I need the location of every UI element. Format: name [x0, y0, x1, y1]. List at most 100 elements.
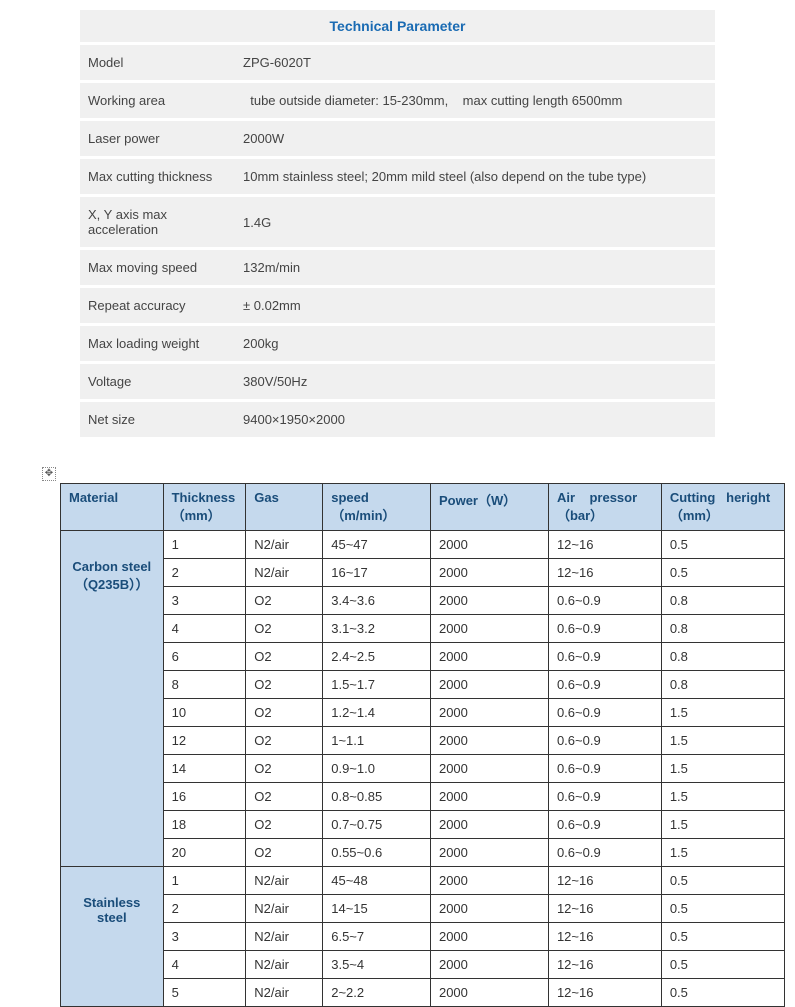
cell-speed: 3.4~3.6 — [323, 587, 431, 615]
spec-label: Max cutting thickness — [80, 159, 235, 194]
material-name: Carbon steel — [69, 559, 155, 574]
spec-label: Laser power — [80, 121, 235, 156]
material-cell: Carbon steel（Q235B）） — [61, 531, 164, 867]
header-thickness-unit: （mm） — [172, 505, 238, 524]
cell-power: 2000 — [430, 671, 548, 699]
cell-power: 2000 — [430, 923, 548, 951]
cell-speed: 3.5~4 — [323, 951, 431, 979]
cell-cut: 0.5 — [661, 531, 784, 559]
cell-power: 2000 — [430, 811, 548, 839]
material-cell: Stainless steel — [61, 867, 164, 1007]
spec-row: Max moving speed132m/min — [80, 250, 715, 285]
table-anchor-icon[interactable]: ✥ — [42, 467, 56, 481]
table-row: 10O21.2~1.420000.6~0.91.5 — [61, 699, 785, 727]
table-row: 14O20.9~1.020000.6~0.91.5 — [61, 755, 785, 783]
cell-speed: 0.55~0.6 — [323, 839, 431, 867]
spec-row: Working area tube outside diameter: 15-2… — [80, 83, 715, 118]
cell-thickness: 16 — [163, 783, 246, 811]
cell-gas: O2 — [246, 727, 323, 755]
spec-label: Voltage — [80, 364, 235, 399]
cell-air: 0.6~0.9 — [548, 615, 661, 643]
cutting-header-row: Material Thickness （mm） Gas speed （m/min… — [61, 484, 785, 531]
table-row: 3O23.4~3.620000.6~0.90.8 — [61, 587, 785, 615]
cell-cut: 0.5 — [661, 951, 784, 979]
cell-cut: 0.8 — [661, 671, 784, 699]
table-row: 6O22.4~2.520000.6~0.90.8 — [61, 643, 785, 671]
header-material: Material — [61, 484, 164, 531]
cell-speed: 16~17 — [323, 559, 431, 587]
table-row: 12O21~1.120000.6~0.91.5 — [61, 727, 785, 755]
cell-air: 12~16 — [548, 559, 661, 587]
table-row: 5N2/air2~2.2200012~160.5 — [61, 979, 785, 1007]
cell-power: 2000 — [430, 559, 548, 587]
spec-value: 380V/50Hz — [235, 364, 715, 399]
cell-power: 2000 — [430, 895, 548, 923]
cell-air: 0.6~0.9 — [548, 699, 661, 727]
cell-air: 12~16 — [548, 531, 661, 559]
header-thickness-label: Thickness — [172, 490, 236, 505]
spec-row: Max cutting thickness10mm stainless stee… — [80, 159, 715, 194]
cell-thickness: 4 — [163, 951, 246, 979]
cell-air: 0.6~0.9 — [548, 783, 661, 811]
spec-label: Net size — [80, 402, 235, 437]
cell-thickness: 6 — [163, 643, 246, 671]
cutting-table: Material Thickness （mm） Gas speed （m/min… — [60, 483, 785, 1007]
cell-thickness: 18 — [163, 811, 246, 839]
cell-speed: 14~15 — [323, 895, 431, 923]
cell-thickness: 3 — [163, 587, 246, 615]
cell-cut: 1.5 — [661, 699, 784, 727]
cell-power: 2000 — [430, 643, 548, 671]
cell-power: 2000 — [430, 699, 548, 727]
cell-power: 2000 — [430, 867, 548, 895]
header-cutheight-label: Cutting heright — [670, 490, 770, 505]
spec-title-row: Technical Parameter — [80, 10, 715, 42]
spec-table: Technical Parameter ModelZPG-6020TWorkin… — [80, 10, 715, 437]
cell-speed: 2~2.2 — [323, 979, 431, 1007]
cell-gas: N2/air — [246, 531, 323, 559]
cell-gas: O2 — [246, 839, 323, 867]
spec-label: Max loading weight — [80, 326, 235, 361]
cell-air: 0.6~0.9 — [548, 811, 661, 839]
cell-gas: O2 — [246, 699, 323, 727]
cell-gas: O2 — [246, 755, 323, 783]
cell-cut: 0.5 — [661, 895, 784, 923]
spec-value: 1.4G — [235, 197, 715, 247]
table-row: 4O23.1~3.220000.6~0.90.8 — [61, 615, 785, 643]
cell-speed: 6.5~7 — [323, 923, 431, 951]
table-row: Carbon steel（Q235B））1N2/air45~47200012~1… — [61, 531, 785, 559]
cell-power: 2000 — [430, 531, 548, 559]
table-row: 20O20.55~0.620000.6~0.91.5 — [61, 839, 785, 867]
cell-gas: N2/air — [246, 951, 323, 979]
spec-row: Repeat accuracy± 0.02mm — [80, 288, 715, 323]
cell-power: 2000 — [430, 979, 548, 1007]
spec-value: ± 0.02mm — [235, 288, 715, 323]
table-row: 18O20.7~0.7520000.6~0.91.5 — [61, 811, 785, 839]
table-row: 8O21.5~1.720000.6~0.90.8 — [61, 671, 785, 699]
cell-speed: 3.1~3.2 — [323, 615, 431, 643]
cell-thickness: 20 — [163, 839, 246, 867]
spec-label: Repeat accuracy — [80, 288, 235, 323]
cell-speed: 0.9~1.0 — [323, 755, 431, 783]
cell-power: 2000 — [430, 727, 548, 755]
cell-air: 12~16 — [548, 867, 661, 895]
cell-cut: 1.5 — [661, 839, 784, 867]
header-thickness: Thickness （mm） — [163, 484, 246, 531]
cell-gas: O2 — [246, 643, 323, 671]
spec-label: Model — [80, 45, 235, 80]
cell-gas: O2 — [246, 811, 323, 839]
header-air-label: Air pressor — [557, 490, 637, 505]
cell-speed: 0.7~0.75 — [323, 811, 431, 839]
header-air-unit: （bar） — [557, 505, 653, 524]
spec-row: ModelZPG-6020T — [80, 45, 715, 80]
spec-label: Max moving speed — [80, 250, 235, 285]
cell-speed: 2.4~2.5 — [323, 643, 431, 671]
spec-value: 200kg — [235, 326, 715, 361]
cell-gas: O2 — [246, 671, 323, 699]
cell-air: 0.6~0.9 — [548, 755, 661, 783]
cell-thickness: 2 — [163, 559, 246, 587]
cell-speed: 1.5~1.7 — [323, 671, 431, 699]
cell-thickness: 14 — [163, 755, 246, 783]
table-row: 2N2/air14~15200012~160.5 — [61, 895, 785, 923]
cell-cut: 0.8 — [661, 643, 784, 671]
spec-label: X, Y axis max acceleration — [80, 197, 235, 247]
